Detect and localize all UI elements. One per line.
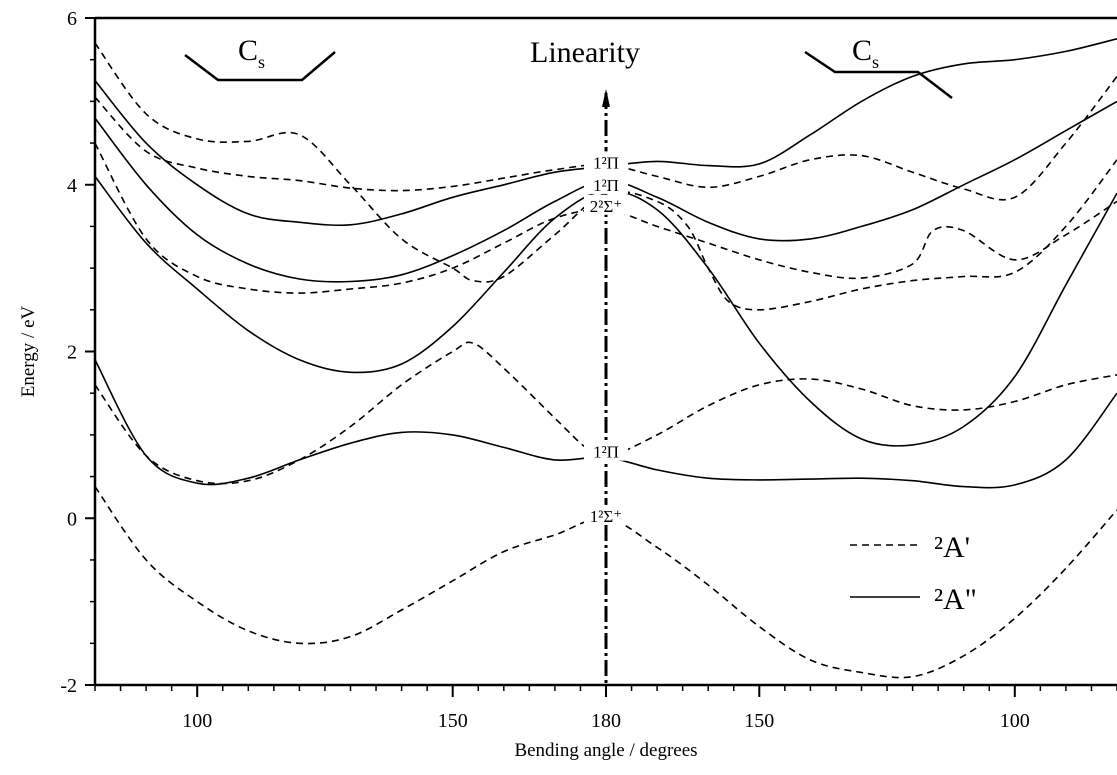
y-tick-label: 2: [67, 342, 77, 364]
linearity-arrow-icon: [602, 88, 610, 108]
right-region-bracket: [804, 50, 953, 99]
series-line-a-prime-1: [94, 341, 1117, 485]
linearity-label: Linearity: [530, 36, 640, 69]
state-label: 1²Σ⁺: [590, 507, 622, 526]
legend-label-1: ²A": [934, 583, 977, 616]
state-label-bg: [584, 504, 628, 525]
state-label-bg: [584, 440, 628, 461]
annotations-layer: Cs Linearity Cs: [184, 34, 953, 99]
state-labels: 1²Π 1²Π 2²Σ⁺ 1²Π 1²Σ⁺: [584, 151, 628, 526]
state-label: 1²Π: [593, 443, 619, 462]
legend-label-0: ²A': [934, 531, 970, 564]
x-tick-label: 180: [591, 710, 621, 732]
x-tick-label: 100: [1000, 710, 1030, 732]
x-tick-label: 150: [438, 710, 468, 732]
legend: ²A' ²A": [850, 531, 977, 616]
axes-layer: -2 0 2 4 6 100 150 180 150 100 Bending angle / deg…: [18, 8, 1117, 761]
state-label: 1²Π: [593, 176, 619, 195]
series-line-a-prime-3: [94, 42, 1117, 311]
y-tick-label: 6: [67, 8, 77, 30]
state-label: 2²Σ⁺: [590, 197, 622, 216]
left-region-bracket: [184, 51, 336, 82]
x-axis-title: Bending angle / degrees: [514, 740, 697, 761]
y-tick-label: -2: [60, 675, 77, 697]
state-label-bg: [584, 173, 628, 194]
state-label-bg: [584, 151, 628, 172]
state-label-bg: [584, 194, 628, 215]
y-tick-label: 4: [67, 175, 77, 197]
right-region-label: Cs: [852, 34, 879, 72]
series-line-a-prime-2: [94, 142, 1117, 294]
x-tick-label: 100: [182, 710, 212, 732]
state-label: 1²Π: [593, 153, 619, 172]
y-axis-title: Energy / eV: [18, 305, 39, 397]
x-tick-label: 150: [744, 710, 774, 732]
y-tick-label: 0: [67, 508, 77, 530]
left-region-label: Cs: [238, 34, 265, 72]
